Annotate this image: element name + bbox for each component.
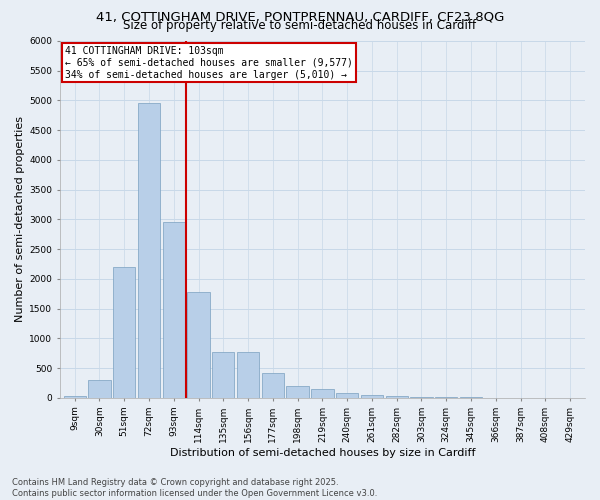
Bar <box>286 386 309 398</box>
Bar <box>336 392 358 398</box>
Y-axis label: Number of semi-detached properties: Number of semi-detached properties <box>15 116 25 322</box>
Bar <box>88 380 110 398</box>
Bar <box>361 394 383 398</box>
Bar <box>435 397 457 398</box>
Bar <box>262 373 284 398</box>
Text: Contains HM Land Registry data © Crown copyright and database right 2025.
Contai: Contains HM Land Registry data © Crown c… <box>12 478 377 498</box>
Bar <box>212 352 235 398</box>
Text: 41, COTTINGHAM DRIVE, PONTPRENNAU, CARDIFF, CF23 8QG: 41, COTTINGHAM DRIVE, PONTPRENNAU, CARDI… <box>96 10 504 23</box>
Bar <box>311 388 334 398</box>
Text: Size of property relative to semi-detached houses in Cardiff: Size of property relative to semi-detach… <box>124 18 476 32</box>
Bar <box>187 292 209 398</box>
X-axis label: Distribution of semi-detached houses by size in Cardiff: Distribution of semi-detached houses by … <box>170 448 475 458</box>
Bar <box>138 104 160 398</box>
Bar <box>113 267 136 398</box>
Bar <box>386 396 408 398</box>
Bar <box>163 222 185 398</box>
Text: 41 COTTINGHAM DRIVE: 103sqm
← 65% of semi-detached houses are smaller (9,577)
34: 41 COTTINGHAM DRIVE: 103sqm ← 65% of sem… <box>65 46 353 80</box>
Bar <box>64 396 86 398</box>
Bar <box>410 396 433 398</box>
Bar <box>237 352 259 398</box>
